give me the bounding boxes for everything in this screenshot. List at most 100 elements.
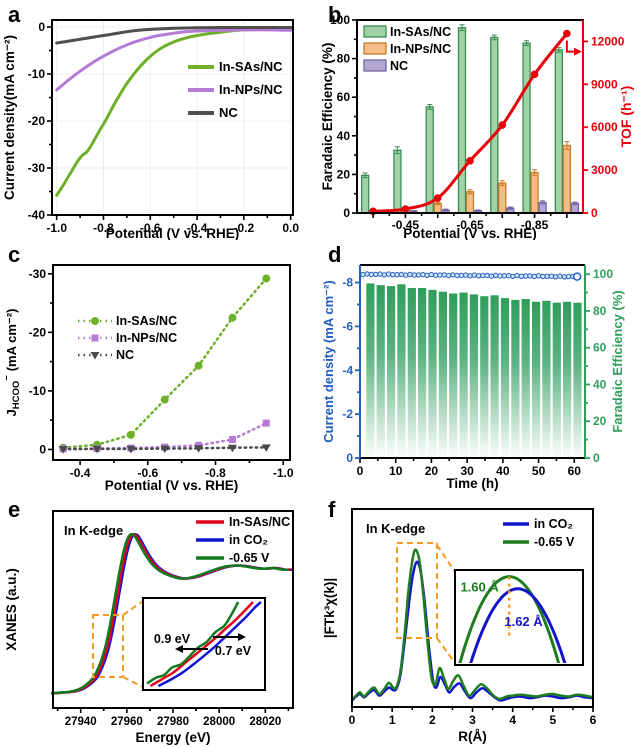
- x-tick: 50: [532, 464, 546, 478]
- fe-bar: [521, 299, 530, 458]
- y-axis-label: |FTk³χ(k)|: [322, 578, 337, 638]
- plot-frame: [52, 264, 291, 461]
- y-tick: 0: [39, 442, 46, 456]
- error-bar: [443, 208, 449, 212]
- fe-bar: [500, 298, 510, 458]
- legend: In-SAs/NC In-NPs/NC NC: [78, 314, 177, 362]
- error-bar: [435, 201, 441, 206]
- zoom-connector: [436, 544, 456, 573]
- legend: In-SAs/NC In-NPs/NC NC: [188, 59, 283, 120]
- bar: [490, 36, 499, 214]
- x-ticks: [359, 458, 576, 463]
- legend: in CO₂ -0.65 V: [503, 517, 575, 549]
- y2-tick: 20: [593, 414, 607, 428]
- y-axis-label: Current density (mA cm⁻²): [321, 280, 336, 442]
- ticks: [352, 19, 568, 218]
- y-tick: 40: [337, 129, 351, 143]
- x-tick: 0.0: [282, 221, 299, 235]
- error-bar: [362, 172, 368, 179]
- lsv-chart: -1.0 -0.8 -0.6 -0.4 -0.2 0.0 0 -10 -20 -30 -40 Pote…: [2, 19, 299, 240]
- legend-label: In-NPs/NC: [390, 42, 451, 56]
- legend-label: NC: [390, 59, 408, 73]
- fe-bar: [542, 300, 551, 458]
- bar: [360, 174, 370, 214]
- bar: [457, 27, 467, 214]
- legend-label: in CO₂: [229, 533, 268, 547]
- tof-point: [466, 157, 474, 165]
- legend-label: In-SAs/NC: [219, 59, 283, 74]
- fe-bar: [532, 301, 541, 458]
- legend-swatch: [363, 59, 387, 72]
- marker: [262, 274, 271, 283]
- fe-bar: [366, 283, 375, 458]
- error-bar: [572, 201, 578, 206]
- partial-current-chart: -0.4 -0.6 -0.8 -1.0 0 -10 -20 -30 Potential (V v…: [3, 264, 294, 493]
- fe-bar: [552, 302, 561, 458]
- legend-label: In-SAs/NC: [116, 314, 177, 328]
- bar: [465, 191, 475, 214]
- fe-bar: [573, 302, 582, 458]
- y2-tick: 100: [593, 267, 613, 281]
- panel-c: c -0.4 -0.6 -0.8 -1.0 0 -10 -20 -30 Potential (V…: [0, 240, 320, 495]
- y-tick: -10: [28, 67, 46, 81]
- panel-e: e 27940 27960 27980 28000 28020 Energy (eV) XA…: [0, 495, 320, 747]
- ticks: [48, 272, 285, 465]
- legend-label: NC: [116, 348, 134, 362]
- xanes-chart: 27940 27960 27980 28000 28020 Energy (eV) XANE…: [4, 510, 294, 745]
- y-tick: 0: [343, 206, 350, 220]
- panel-a-label: a: [8, 2, 21, 27]
- legend-swatch: [363, 25, 387, 38]
- bar-series-In-NPs/NC: [368, 141, 572, 214]
- error-bar: [540, 200, 546, 205]
- x-tick: 2: [429, 713, 436, 727]
- panel-d-label: d: [328, 242, 342, 267]
- error-bar: [459, 24, 465, 32]
- panel-e-label: e: [8, 497, 21, 522]
- bar: [530, 171, 539, 214]
- bar: [425, 106, 434, 214]
- x-axis-label: Potential (V vs. RHE): [105, 478, 239, 493]
- left-ticks: [355, 281, 360, 459]
- legend-label: -0.65 V: [229, 551, 270, 565]
- y-tick: 80: [337, 52, 351, 66]
- x-tick: 20: [425, 464, 439, 478]
- x-tick: -0.4: [187, 221, 208, 235]
- inset-curves: [458, 575, 567, 663]
- x-axis-label: R(Å): [458, 729, 487, 744]
- marker: [126, 445, 136, 454]
- panel-b: b 0 20 40 60 80 100 -0.45 -0.65 -0.85 0 3000 6000 90…: [320, 0, 640, 240]
- y2-tick: 0: [591, 206, 598, 220]
- bar: [554, 49, 564, 214]
- legend-label: in CO₂: [534, 517, 573, 531]
- panel-b-label: b: [328, 2, 342, 27]
- right-ticks: [583, 40, 588, 214]
- marker: [160, 395, 169, 404]
- fe-bar: [490, 295, 499, 458]
- x-axis-label: Potential (V vs. RHE): [106, 226, 240, 240]
- tof-point: [563, 29, 571, 38]
- marker: [194, 445, 204, 453]
- x-tick: 27980: [157, 716, 189, 728]
- fe-tof-chart: 0 20 40 60 80 100 -0.45 -0.65 -0.85 0 3000 6000 9000…: [320, 13, 634, 240]
- marker: [261, 444, 271, 452]
- x-tick: 28000: [203, 716, 235, 728]
- error-bar: [394, 146, 400, 155]
- y-tick: 100: [330, 13, 350, 27]
- y-axis-label: JHCOO⁻ (mA cm⁻²): [3, 309, 22, 417]
- error-bar: [532, 169, 538, 176]
- y2-axis-label: Faradaic Efficiency (%): [610, 290, 625, 432]
- error-bar: [524, 40, 530, 46]
- x-tick: -0.6: [140, 221, 161, 235]
- exafs-curve--0.65 V: [351, 548, 594, 701]
- y-tick: -40: [28, 208, 46, 222]
- series-In-SAs/NC: [59, 274, 271, 452]
- legend-label: In-NPs/NC: [116, 331, 177, 345]
- x-tick: 40: [496, 464, 510, 478]
- zoom-region-box: [396, 542, 438, 639]
- y2-tick: 9000: [591, 77, 618, 91]
- panel-f: f 0 1 2 3 4 5 6 R(Å) |FTk³χ(k)| In K-edge in CO₂ -0…: [320, 495, 640, 747]
- shift-label-right: 0.7 eV: [215, 644, 252, 658]
- tof-point: [498, 121, 507, 129]
- curve-NC: [55, 26, 293, 45]
